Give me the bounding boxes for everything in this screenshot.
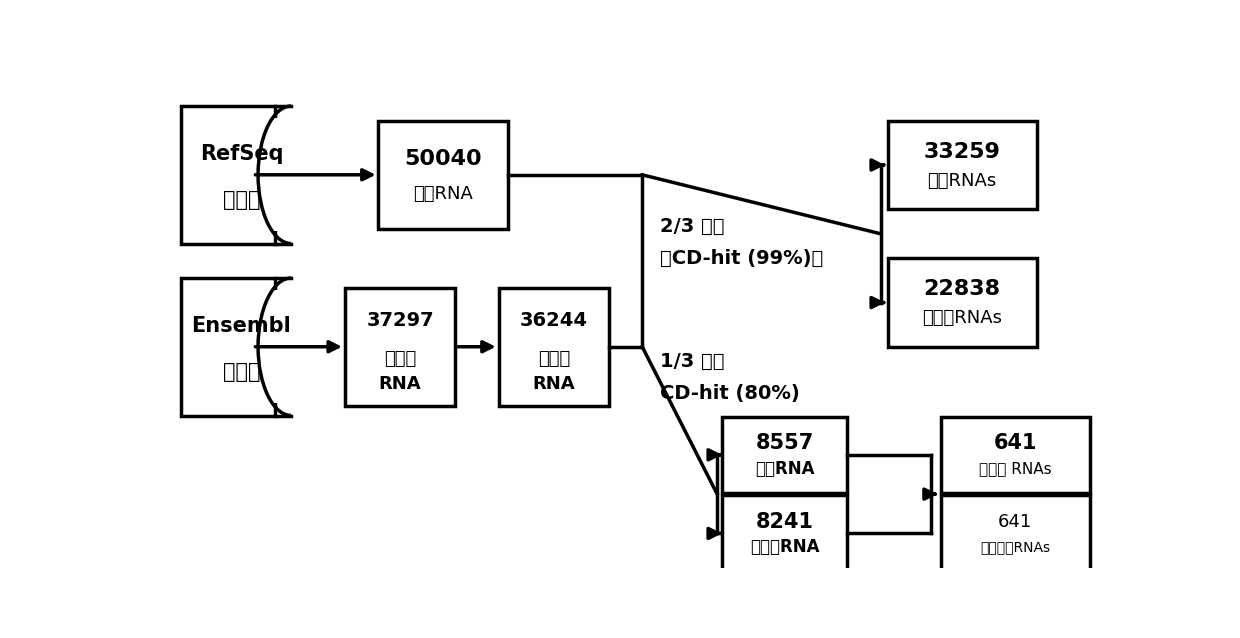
Text: （CD-hit (99%)）: （CD-hit (99%)） bbox=[660, 249, 823, 268]
Text: 8241: 8241 bbox=[755, 512, 813, 532]
Bar bbox=[263, 290, 304, 403]
Text: 36244: 36244 bbox=[520, 311, 588, 330]
Text: CD-hit (80%): CD-hit (80%) bbox=[660, 384, 800, 403]
Text: 33259: 33259 bbox=[924, 142, 1001, 161]
Text: 数据库: 数据库 bbox=[223, 362, 260, 382]
Bar bbox=[888, 121, 1037, 209]
Text: 编码RNA: 编码RNA bbox=[755, 459, 815, 477]
Text: RNA: RNA bbox=[378, 376, 422, 394]
Bar bbox=[345, 288, 455, 406]
Text: Ensembl: Ensembl bbox=[192, 316, 291, 336]
Bar bbox=[498, 288, 609, 406]
Text: 641: 641 bbox=[998, 513, 1032, 531]
Bar bbox=[941, 417, 1090, 493]
Text: 非编码RNAs: 非编码RNAs bbox=[923, 309, 1002, 327]
Bar bbox=[263, 118, 304, 232]
Bar bbox=[888, 258, 1037, 346]
Bar bbox=[941, 495, 1090, 572]
Text: 短编码 RNAs: 短编码 RNAs bbox=[978, 461, 1052, 476]
Text: 22838: 22838 bbox=[924, 279, 1001, 299]
Text: 641: 641 bbox=[993, 433, 1037, 454]
Text: 非编码: 非编码 bbox=[538, 350, 570, 367]
Text: 37297: 37297 bbox=[366, 311, 434, 330]
Bar bbox=[181, 278, 274, 415]
Bar bbox=[722, 495, 847, 572]
Text: 短非编码RNAs: 短非编码RNAs bbox=[980, 540, 1050, 554]
Text: 2/3 训练: 2/3 训练 bbox=[660, 217, 724, 236]
Text: 非编码RNA: 非编码RNA bbox=[750, 538, 820, 556]
Text: 编码RNAs: 编码RNAs bbox=[928, 172, 997, 190]
Text: RNA: RNA bbox=[532, 376, 575, 394]
Text: 编码RNA: 编码RNA bbox=[413, 185, 474, 204]
Bar bbox=[722, 417, 847, 493]
Text: 50040: 50040 bbox=[404, 149, 482, 168]
Text: 非编码: 非编码 bbox=[384, 350, 417, 367]
Text: RefSeq: RefSeq bbox=[200, 144, 283, 164]
Text: 数据库: 数据库 bbox=[223, 189, 260, 209]
Bar bbox=[181, 106, 274, 244]
Text: 8557: 8557 bbox=[755, 433, 813, 454]
Text: 1/3 测试: 1/3 测试 bbox=[660, 352, 724, 371]
Bar bbox=[378, 121, 508, 229]
